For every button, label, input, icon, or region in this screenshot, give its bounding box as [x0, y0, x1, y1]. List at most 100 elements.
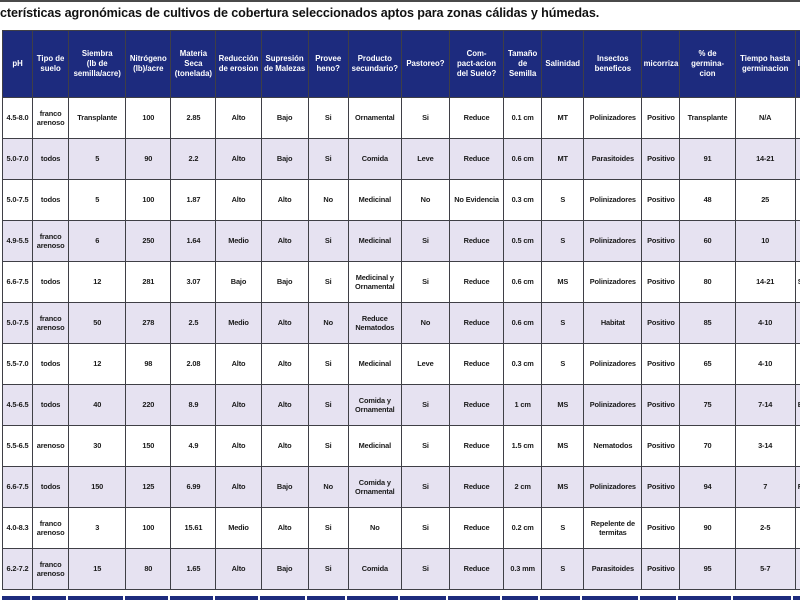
table-cell: Positivo	[641, 507, 681, 549]
table-cell: Medio	[215, 302, 262, 344]
table-cell: 90	[125, 138, 172, 180]
table-cell: Polinizadores	[583, 179, 643, 221]
table-cell: Comida y Ornamental	[347, 466, 402, 508]
table-row: 4.9-5.5 franco arenoso 6 250 1.64 Medio Alto Si…	[2, 220, 800, 262]
table-cell: Polinizadores	[583, 97, 643, 139]
table-cell: 1.64	[170, 220, 217, 262]
table-cell: Medio	[215, 507, 262, 549]
table-cell: Medicinal	[347, 220, 402, 262]
table-cell: MS	[541, 261, 585, 303]
table-cell: 80	[679, 261, 736, 303]
table-cell: Comida y Ornamental	[347, 384, 402, 426]
table-cell: 1.5 cm	[503, 425, 543, 467]
table-cell: 80	[125, 548, 172, 590]
column-header: Provee heno?	[307, 30, 349, 98]
table-cell: Transplante	[68, 97, 127, 139]
table-cell: Reduce	[448, 138, 505, 180]
table-cell: Polinizadores	[583, 466, 643, 508]
table-cell: 65	[679, 343, 736, 385]
table-cell: No	[307, 302, 349, 344]
table-cell: franco arenoso	[32, 220, 70, 262]
column-header: Tiempo hasta germinacion	[734, 30, 796, 98]
column-header: Producto secundario?	[347, 30, 402, 98]
table-cell: Si	[400, 548, 450, 590]
table-cell: F	[794, 466, 800, 508]
table-cell: 7	[734, 466, 796, 508]
table-cell: 3	[68, 507, 127, 549]
next-table-cell-top	[347, 596, 398, 600]
next-table-cell-top	[307, 596, 345, 600]
table-cell: arenoso	[32, 425, 70, 467]
table-cell: todos	[32, 466, 70, 508]
column-header: Pastoreo?	[400, 30, 450, 98]
table-cell: 12	[68, 343, 127, 385]
table-cell: 90	[679, 507, 736, 549]
table-cell: 5-7	[734, 548, 796, 590]
column-header: Nitrógeno (lb)/acre	[125, 30, 172, 98]
table-cell: 40	[68, 384, 127, 426]
table-cell: Si	[307, 138, 349, 180]
table-cell: franco arenoso	[32, 302, 70, 344]
table-cell: 0.5 cm	[503, 220, 543, 262]
table-cell: Parasitoides	[583, 548, 643, 590]
next-table-cell-top	[68, 596, 123, 600]
table-cell: MS	[541, 425, 585, 467]
table-cell: 4-10	[734, 343, 796, 385]
table-cell: Reduce	[448, 425, 505, 467]
table-cell: Reduce Nematodos	[347, 302, 402, 344]
table-cell: 94	[679, 466, 736, 508]
table-cell: 2.08	[170, 343, 217, 385]
table-cell: 1.65	[170, 548, 217, 590]
table-cell: Reduce	[448, 97, 505, 139]
table-cell: Positivo	[641, 97, 681, 139]
table-cell: Reduce	[448, 548, 505, 590]
table-cell: Bajo	[260, 466, 309, 508]
table-cell: 0.6 cm	[503, 138, 543, 180]
next-table-cell-top	[125, 596, 168, 600]
table-cell: Medio	[215, 220, 262, 262]
table-cell: S	[541, 179, 585, 221]
table-cell: 30	[68, 425, 127, 467]
table-cell: MS	[541, 466, 585, 508]
table-cell	[794, 507, 800, 549]
table-cell: Reduce	[448, 343, 505, 385]
table-cell: Alto	[215, 466, 262, 508]
table-cell: todos	[32, 261, 70, 303]
table-cell: 278	[125, 302, 172, 344]
table-cell: 6	[68, 220, 127, 262]
table-cell: Positivo	[641, 302, 681, 344]
table-cell: 7-14	[734, 384, 796, 426]
table-cell: 85	[679, 302, 736, 344]
table-cell: 5	[68, 179, 127, 221]
table-cell: Si	[400, 384, 450, 426]
table-cell: Alto	[260, 343, 309, 385]
table-cell: S	[541, 302, 585, 344]
table-cell: Medicinal y Ornamental	[347, 261, 402, 303]
table-cell: Nematodos	[583, 425, 643, 467]
header-row: pH Tipo de suelo Siembra (lb de semilla/ac…	[2, 30, 800, 98]
table-header: pH Tipo de suelo Siembra (lb de semilla/ac…	[2, 30, 800, 98]
table-cell: Positivo	[641, 138, 681, 180]
table-cell: Alto	[215, 179, 262, 221]
table-cell: Polinizadores	[583, 220, 643, 262]
table-cell: Reduce	[448, 507, 505, 549]
table-cell: No	[307, 466, 349, 508]
next-table-cell-top	[582, 596, 638, 600]
next-table-cell-top	[260, 596, 305, 600]
table-cell: 6.99	[170, 466, 217, 508]
table-cell: Alto	[215, 425, 262, 467]
table-cell: 5.5-7.0	[2, 343, 34, 385]
next-table-cell-top	[502, 596, 538, 600]
table-cell: Reduce	[448, 302, 505, 344]
table-cell: 0.3 cm	[503, 179, 543, 221]
table-cell: 5	[68, 138, 127, 180]
table-cell: Positivo	[641, 425, 681, 467]
table-cell: 6.6-7.5	[2, 466, 34, 508]
table-cell: Alto	[260, 302, 309, 344]
table-cell: Alto	[215, 138, 262, 180]
next-table-cell-top	[678, 596, 731, 600]
table-cell: 14-21	[734, 261, 796, 303]
table-cell: Alto	[260, 507, 309, 549]
table-cell: Alto	[260, 425, 309, 467]
table-cell: 150	[125, 425, 172, 467]
